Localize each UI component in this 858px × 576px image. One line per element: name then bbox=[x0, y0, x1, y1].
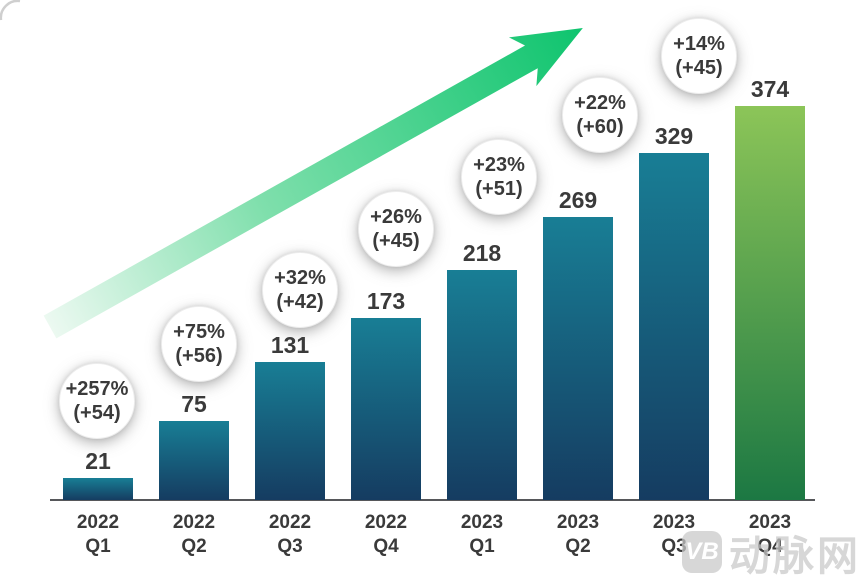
growth-percent: +14% bbox=[673, 33, 725, 55]
bar-value-label-2023-q3: 329 bbox=[654, 123, 694, 149]
bar-2022-q4 bbox=[351, 318, 421, 500]
bar-2022-q2 bbox=[159, 421, 229, 500]
growth-percent: +257% bbox=[65, 378, 129, 400]
x-axis-label-line: Q1 bbox=[85, 536, 111, 557]
bar-value-label-2022-q4: 173 bbox=[366, 288, 406, 314]
x-axis-label-line: Q2 bbox=[181, 536, 207, 557]
card-corner-decoration bbox=[0, 0, 21, 21]
growth-delta: (+56) bbox=[175, 345, 223, 367]
x-axis-label-line: 2022 bbox=[364, 512, 408, 533]
bar-2023-q1 bbox=[447, 270, 517, 500]
growth-percent: +32% bbox=[274, 267, 326, 289]
bar-2023-q3 bbox=[639, 153, 709, 500]
growth-delta: (+45) bbox=[675, 57, 723, 79]
x-axis-label-2023-q3: 2023 Q3 bbox=[626, 511, 722, 559]
bar-2022-q3 bbox=[255, 362, 325, 500]
x-axis-label-line: 2022 bbox=[172, 512, 216, 533]
x-axis-label-line: 2023 bbox=[652, 512, 696, 533]
growth-bubble-5: +23% (+51) bbox=[461, 139, 537, 215]
x-axis-label-line: Q4 bbox=[373, 536, 399, 557]
growth-percent: +75% bbox=[173, 321, 225, 343]
bar-2023-q4 bbox=[735, 106, 805, 500]
x-axis-label-line: 2022 bbox=[76, 512, 120, 533]
growth-percent: +23% bbox=[473, 154, 525, 176]
x-axis-label-line: Q2 bbox=[565, 536, 591, 557]
growth-percent: +26% bbox=[370, 206, 422, 228]
trend-arrow-shape bbox=[43, 27, 583, 339]
growth-bubble-7: +14% (+45) bbox=[661, 18, 737, 94]
growth-bubble-2: +75% (+56) bbox=[161, 306, 237, 382]
growth-bubble-3: +32% (+42) bbox=[262, 252, 338, 328]
x-axis-label-line: 2022 bbox=[268, 512, 312, 533]
x-axis-label-2023-q1: 2023 Q1 bbox=[434, 511, 530, 559]
growth-delta: (+42) bbox=[276, 291, 324, 313]
x-axis-label-2022-q1: 2022 Q1 bbox=[50, 511, 146, 559]
growth-bubble-6: +22% (+60) bbox=[562, 77, 638, 153]
growth-delta: (+51) bbox=[475, 178, 523, 200]
bar-value-label-2022-q3: 131 bbox=[270, 332, 310, 358]
x-axis-label-2022-q2: 2022 Q2 bbox=[146, 511, 242, 559]
bar-value-label-2022-q1: 21 bbox=[85, 448, 111, 474]
x-axis-label-line: 2023 bbox=[556, 512, 600, 533]
x-axis-label-2022-q3: 2022 Q3 bbox=[242, 511, 338, 559]
x-axis-label-line: 2023 bbox=[460, 512, 504, 533]
bar-2022-q1 bbox=[63, 478, 133, 500]
x-axis-label-line: Q4 bbox=[757, 536, 783, 557]
growth-bubble-4: +26% (+45) bbox=[358, 191, 434, 267]
watermark-logo-icon: VB bbox=[682, 531, 722, 573]
watermark: VB 动脉网 bbox=[682, 522, 858, 576]
x-axis-label-line: Q1 bbox=[469, 536, 495, 557]
growth-delta: (+45) bbox=[372, 230, 420, 252]
x-axis-label-2023-q2: 2023 Q2 bbox=[530, 511, 626, 559]
growth-delta: (+60) bbox=[576, 116, 624, 138]
x-axis-label-2022-q4: 2022 Q4 bbox=[338, 511, 434, 559]
bar-value-label-2023-q1: 218 bbox=[462, 240, 502, 266]
x-axis-label-line: Q3 bbox=[661, 536, 687, 557]
bar-2023-q2 bbox=[543, 217, 613, 500]
x-axis-line bbox=[50, 499, 815, 501]
bar-value-label-2023-q4: 374 bbox=[750, 76, 790, 102]
bar-value-label-2023-q2: 269 bbox=[558, 187, 598, 213]
watermark-text: 动脉网 bbox=[729, 533, 858, 576]
growth-bubble-1: +257% (+54) bbox=[59, 363, 135, 439]
growth-percent: +22% bbox=[574, 92, 626, 114]
x-axis-label-line: Q3 bbox=[277, 536, 303, 557]
bar-value-label-2022-q2: 75 bbox=[181, 391, 207, 417]
x-axis-label-line: 2023 bbox=[748, 512, 792, 533]
x-axis-label-2023-q4: 2023 Q4 bbox=[722, 511, 818, 559]
growth-delta: (+54) bbox=[73, 402, 121, 424]
